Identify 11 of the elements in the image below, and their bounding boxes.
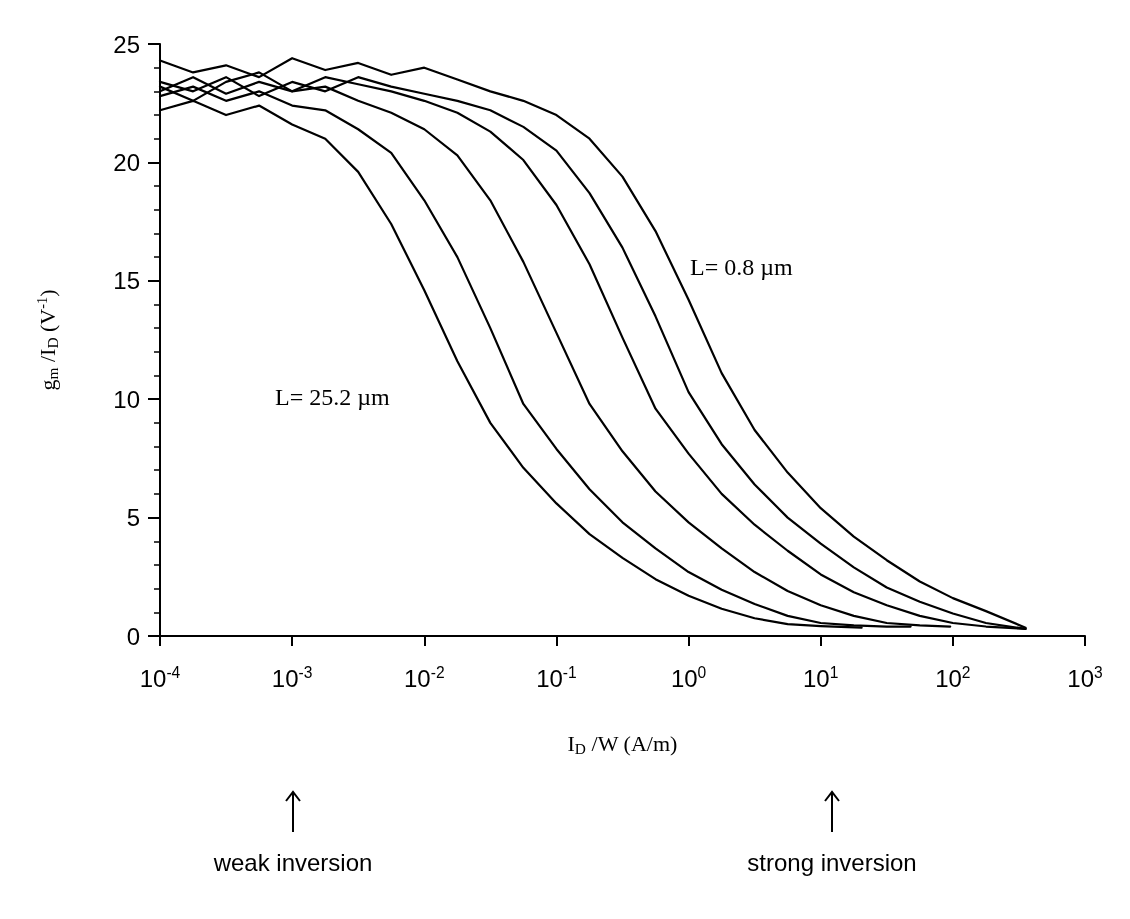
y-tick-label: 5 bbox=[126, 504, 140, 532]
y-tick-label: 10 bbox=[113, 385, 140, 413]
text: strong inversion bbox=[747, 848, 917, 876]
y-tick-label: 25 bbox=[113, 30, 140, 58]
y-axis-title: gm /ID (V-1) bbox=[34, 289, 61, 391]
y-tick-label: 20 bbox=[113, 148, 140, 176]
annotation: L= 0.8 µm bbox=[690, 254, 794, 280]
y-tick-label: 0 bbox=[126, 622, 140, 650]
text: weak inversion bbox=[212, 848, 373, 876]
y-tick-label: 15 bbox=[113, 267, 140, 295]
annotation: L= 25.2 µm bbox=[275, 384, 391, 410]
